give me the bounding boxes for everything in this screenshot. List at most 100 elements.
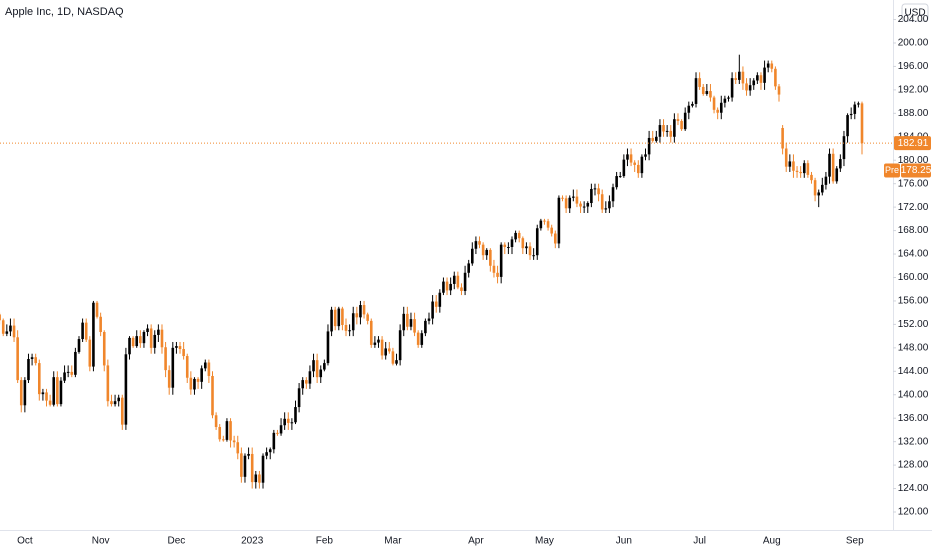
candle-body: [113, 401, 117, 405]
candle-body: [640, 156, 644, 174]
candle-body: [568, 197, 572, 209]
candle-body: [730, 78, 734, 98]
candle-body: [92, 302, 95, 367]
candle-body: [521, 238, 525, 249]
candle-body: [817, 192, 820, 196]
candle-body: [788, 161, 792, 167]
currency-label[interactable]: USD: [904, 8, 925, 19]
candle-body: [312, 360, 315, 372]
candle-body: [478, 241, 481, 245]
currency-button[interactable]: [901, 3, 929, 22]
candle-body: [525, 246, 528, 249]
candle-body: [539, 220, 543, 229]
candle-body: [359, 305, 362, 318]
candle-body: [222, 439, 225, 441]
y-tick-label: 196.00: [898, 61, 929, 72]
candle-body: [752, 80, 756, 86]
candle-body: [326, 331, 330, 364]
candle-body: [16, 337, 19, 381]
candle-body: [135, 336, 139, 347]
candle-body: [716, 109, 719, 113]
candle-body: [294, 407, 297, 423]
candle-body: [831, 153, 835, 182]
plot-area: [0, 54, 893, 489]
candle-body: [561, 197, 564, 199]
candle-body: [756, 75, 759, 81]
candle-body: [629, 154, 633, 163]
candle-body: [532, 255, 535, 257]
candle-body: [741, 71, 745, 84]
candle-body: [178, 346, 182, 350]
candle-body: [66, 371, 70, 373]
candle-body: [452, 275, 456, 284]
candle-body: [211, 375, 214, 416]
candle-body: [56, 377, 59, 405]
candle-body: [19, 380, 23, 406]
candle-body: [857, 103, 860, 105]
candle-body: [546, 221, 550, 228]
candle-body: [102, 332, 106, 366]
x-tick-label: Aug: [763, 536, 781, 547]
candle-body: [200, 368, 203, 382]
candle-body: [99, 316, 102, 333]
candle-body: [719, 102, 723, 113]
candle-body: [683, 112, 687, 130]
candle-body: [232, 440, 236, 443]
candle-body: [835, 168, 839, 182]
candle-body: [416, 332, 420, 345]
candle-body: [171, 347, 175, 388]
candle-body: [77, 339, 81, 352]
y-tick-label: 180.00: [898, 155, 929, 166]
candle-body: [445, 281, 449, 291]
candle-body: [12, 325, 16, 338]
candle-body: [236, 442, 240, 454]
candle-body: [52, 377, 56, 405]
chart-title: Apple Inc, 1D, NASDAQ: [5, 6, 124, 18]
candle-body: [377, 339, 380, 343]
candle-body: [709, 91, 712, 98]
candle-body: [193, 378, 196, 390]
candle-body: [665, 130, 669, 132]
candle-body: [600, 194, 604, 210]
candle-body: [694, 78, 698, 104]
pre-market-tag: [884, 163, 900, 178]
candle-body: [499, 244, 503, 277]
candle-body: [572, 196, 575, 198]
candle-body: [38, 363, 41, 395]
candle-body: [853, 104, 857, 114]
candle-body: [474, 241, 478, 249]
candle-body: [117, 397, 120, 402]
pre-market-value: 178.25: [901, 165, 932, 176]
candle-body: [420, 333, 424, 345]
candle-body: [582, 206, 586, 208]
candle-body: [842, 136, 846, 160]
candle-body: [203, 362, 207, 369]
candle-body: [243, 455, 247, 477]
candle-body: [106, 365, 110, 402]
candle-body: [636, 164, 640, 174]
candle-body: [189, 377, 193, 390]
candle-body: [229, 421, 232, 441]
x-tick-label: Sep: [846, 536, 864, 547]
candle-body: [388, 348, 391, 352]
candle-body: [774, 68, 777, 87]
candle-body: [268, 449, 272, 453]
candle-body: [763, 67, 766, 83]
candle-body: [658, 125, 662, 137]
candle-body: [485, 249, 489, 256]
candle-body: [507, 247, 510, 249]
y-tick-label: 128.00: [898, 460, 929, 471]
y-tick-label: 120.00: [898, 507, 929, 518]
candle-body: [160, 329, 164, 348]
candle-body: [369, 320, 373, 345]
candle-body: [0, 314, 1, 321]
x-tick-label: May: [535, 536, 554, 547]
candle-body: [131, 337, 135, 347]
x-tick-label: Jun: [616, 536, 632, 547]
candle-body: [528, 246, 532, 256]
y-tick-label: 168.00: [898, 225, 929, 236]
candle-body: [438, 292, 442, 307]
candle-body: [651, 137, 655, 141]
candle-body: [323, 363, 326, 370]
candle-body: [615, 176, 618, 188]
